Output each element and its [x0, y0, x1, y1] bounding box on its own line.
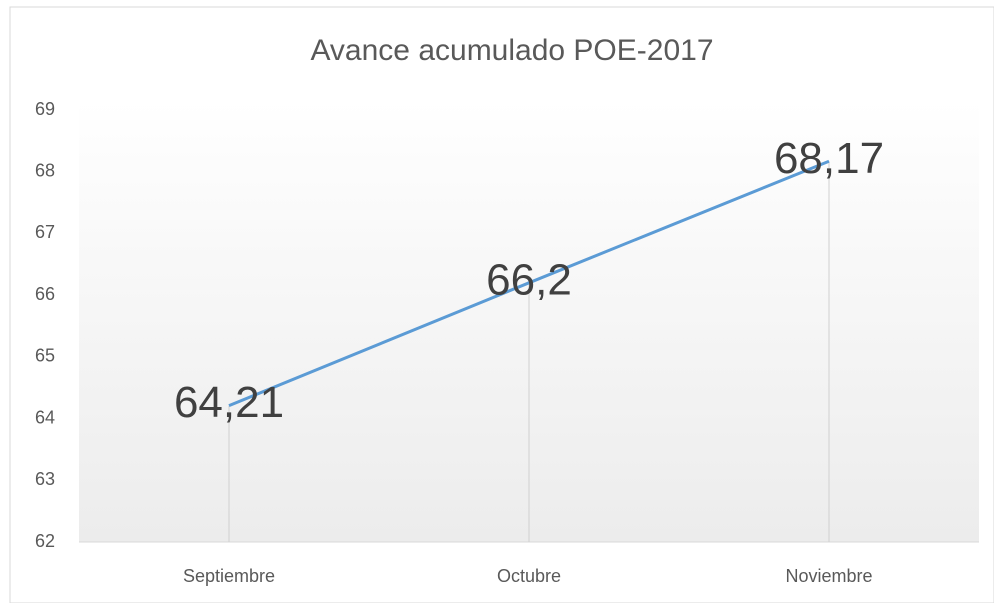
- y-tick-label: 66: [35, 284, 55, 304]
- x-tick-label: Octubre: [497, 566, 561, 586]
- y-tick-label: 69: [35, 99, 55, 119]
- y-tick-label: 68: [35, 160, 55, 180]
- y-tick-label: 62: [35, 531, 55, 551]
- chart-title: Avance acumulado POE-2017: [310, 34, 713, 67]
- y-tick-label: 63: [35, 469, 55, 489]
- line-series: [228, 159, 830, 407]
- x-tick-label: Noviembre: [785, 566, 872, 586]
- y-tick-label: 65: [35, 346, 55, 366]
- data-label: 68,17: [774, 134, 884, 183]
- y-tick-label: 64: [35, 407, 55, 427]
- data-label: 64,21: [174, 378, 284, 427]
- data-label: 66,2: [486, 255, 572, 304]
- y-tick-label: 67: [35, 222, 55, 242]
- x-tick-label: Septiembre: [183, 566, 275, 586]
